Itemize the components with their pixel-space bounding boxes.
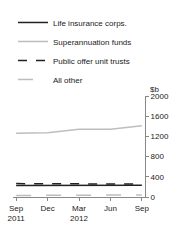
svg-text:$b: $b	[150, 85, 159, 94]
svg-text:Sep: Sep	[135, 204, 150, 213]
svg-text:All other: All other	[53, 76, 83, 85]
svg-text:Public offer unit trusts: Public offer unit trusts	[53, 57, 130, 66]
svg-text:0: 0	[151, 193, 156, 202]
svg-text:1600: 1600	[151, 112, 169, 121]
svg-text:400: 400	[151, 173, 165, 182]
svg-text:Mar2012: Mar2012	[70, 204, 88, 223]
svg-text:Superannuation funds: Superannuation funds	[53, 38, 131, 47]
svg-text:Dec: Dec	[40, 204, 54, 213]
svg-text:2000: 2000	[151, 92, 169, 101]
svg-text:800: 800	[151, 152, 165, 161]
svg-text:Life insurance corps.: Life insurance corps.	[53, 19, 127, 28]
svg-text:1200: 1200	[151, 132, 169, 141]
svg-text:Sep2011: Sep2011	[8, 204, 26, 223]
svg-text:Jun: Jun	[104, 204, 117, 213]
